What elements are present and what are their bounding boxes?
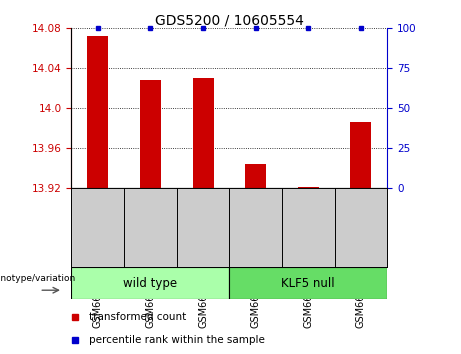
Bar bbox=[71, 267, 229, 299]
Text: KLF5 null: KLF5 null bbox=[282, 277, 335, 290]
Text: transformed count: transformed count bbox=[89, 312, 186, 322]
Text: wild type: wild type bbox=[124, 277, 177, 290]
Bar bbox=[229, 267, 387, 299]
Text: percentile rank within the sample: percentile rank within the sample bbox=[89, 335, 265, 346]
Bar bbox=[140, 80, 161, 188]
Bar bbox=[298, 187, 319, 188]
Title: GDS5200 / 10605554: GDS5200 / 10605554 bbox=[155, 13, 304, 27]
Bar bbox=[350, 122, 372, 188]
Bar bbox=[87, 36, 108, 188]
Text: genotype/variation: genotype/variation bbox=[0, 274, 75, 283]
Bar bbox=[193, 78, 213, 188]
Bar bbox=[245, 164, 266, 188]
